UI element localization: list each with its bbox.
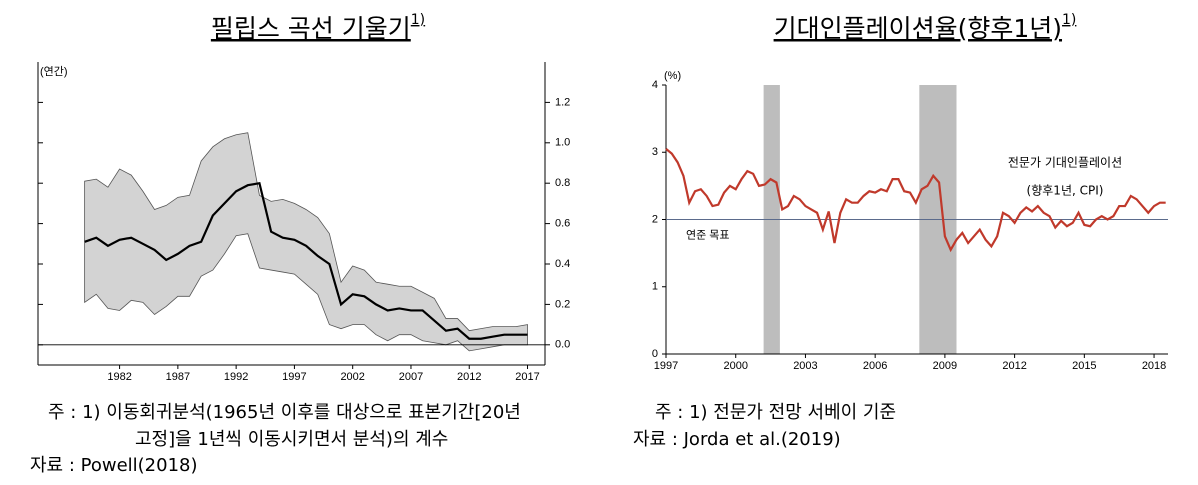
x-tick-label: 1992 <box>224 371 248 383</box>
y-axis-label: (%) <box>664 70 681 82</box>
note: 고정]을 1년씩 이동시키면서 분석)의 계수 <box>135 429 448 450</box>
y-tick-label: 2 <box>652 213 658 225</box>
y-tick-label: 0 <box>652 348 658 360</box>
y-tick-label: 1.2 <box>555 96 570 108</box>
title-note: 1) <box>411 12 425 28</box>
reference-label: 연준 목표 <box>686 228 730 241</box>
data-line <box>84 181 528 340</box>
x-tick-label: 2018 <box>1142 360 1166 372</box>
y-tick-label: 1.0 <box>555 137 570 149</box>
x-tick-label: 2012 <box>1002 360 1026 372</box>
x-tick-label: 1997 <box>654 360 678 372</box>
x-tick-label: 1982 <box>107 371 131 383</box>
y-tick-label: 1 <box>652 281 658 293</box>
y-tick-label: 4 <box>652 79 658 91</box>
x-tick-label: 2012 <box>457 371 481 383</box>
x-tick-label: 2009 <box>933 360 957 372</box>
x-tick-label: 1987 <box>166 371 190 383</box>
confidence-band <box>84 132 528 352</box>
y-tick-label: 0.6 <box>555 218 570 230</box>
title-text: 기대인플레이션율(향후1년) <box>774 14 1062 43</box>
chart-title: 기대인플레이션율(향후1년)1) <box>774 12 1077 43</box>
y-axis-label: (연간) <box>40 65 68 78</box>
source: 자료 : Jorda et al.(2019) <box>633 429 841 450</box>
chart-title: 필립스 곡선 기울기1) <box>211 12 425 43</box>
x-tick-label: 2007 <box>399 371 423 383</box>
title-text: 필립스 곡선 기울기 <box>211 14 411 43</box>
y-tick-label: 3 <box>652 146 658 158</box>
y-tick-label: 0.0 <box>555 339 570 351</box>
y-tick-label: 0.4 <box>555 258 570 270</box>
x-tick-label: 2003 <box>793 360 817 372</box>
x-tick-label: 2002 <box>340 371 364 383</box>
source: 자료 : Powell(2018) <box>30 455 198 476</box>
x-tick-label: 2017 <box>515 371 539 383</box>
y-tick-label: 0.2 <box>555 298 570 310</box>
note: 주 : 1) 전문가 전망 서베이 기준 <box>655 402 896 423</box>
annotation: 전문가 기대인플레이션 <box>1008 156 1122 170</box>
data-line <box>665 148 1166 253</box>
y-tick-label: 0.8 <box>555 177 570 189</box>
x-tick-label: 2006 <box>863 360 887 372</box>
title-note: 1) <box>1062 12 1076 28</box>
x-tick-label: 2015 <box>1072 360 1096 372</box>
annotation: (향후1년, CPI) <box>1027 184 1104 198</box>
note: 주 : 1) 이동회귀분석(1965년 이후를 대상으로 표본기간[20년 <box>48 402 521 423</box>
x-tick-label: 1997 <box>282 371 306 383</box>
x-tick-label: 2000 <box>723 360 747 372</box>
